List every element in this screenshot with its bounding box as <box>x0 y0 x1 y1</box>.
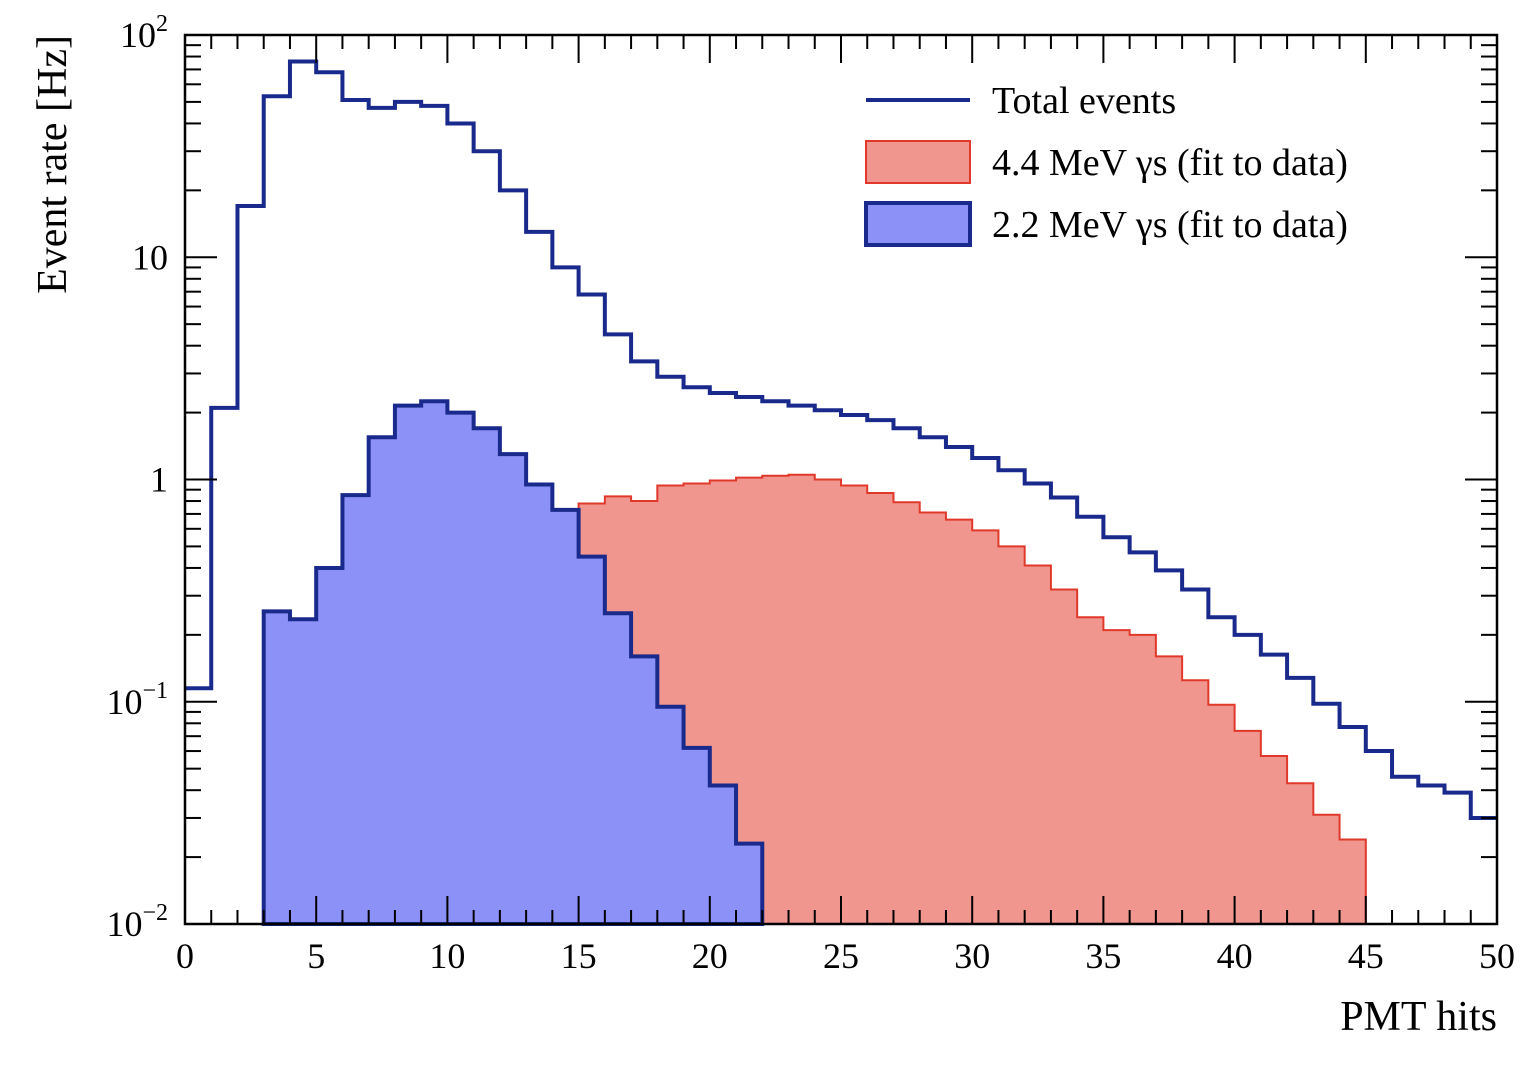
x-tick-label: 30 <box>954 936 990 976</box>
legend-label: 4.4 MeV γs (fit to data) <box>992 142 1348 184</box>
gamma-2-2-mev-histogram <box>261 399 765 926</box>
x-axis-title: PMT hits <box>1340 994 1497 1040</box>
legend-fill-swatch <box>865 140 971 184</box>
x-tick-label: 20 <box>692 936 728 976</box>
y-tick-label: 102 <box>120 11 168 55</box>
legend-gamma-2-2-mev: 2.2 MeV γs (fit to data) <box>864 201 1348 247</box>
axis-ticks <box>184 35 1498 925</box>
histogram-lines <box>185 59 1497 820</box>
x-tick-label: 40 <box>1217 936 1253 976</box>
legend-fill-swatch <box>864 201 972 247</box>
x-tick-label: 45 <box>1348 936 1384 976</box>
y-axis-title: Event rate [Hz] <box>30 35 76 294</box>
y-tick-label: 1 <box>150 460 168 500</box>
x-tick-label: 50 <box>1479 936 1515 976</box>
x-tick-label: 35 <box>1085 936 1121 976</box>
legend-label: 2.2 MeV γs (fit to data) <box>992 204 1348 246</box>
x-tick-label: 5 <box>307 936 325 976</box>
y-tick-labels: 10−2 10−1 1 10 102 <box>106 11 168 944</box>
histogram-fills <box>261 399 1367 926</box>
gamma-4-4-mev-histogram <box>577 473 1367 925</box>
legend-total-events: Total events <box>866 80 1176 122</box>
y-tick-label: 10−1 <box>106 678 168 722</box>
total-events-line <box>185 59 1497 820</box>
legend-gamma-4-4-mev: 4.4 MeV γs (fit to data) <box>865 140 1348 184</box>
x-tick-label: 0 <box>176 936 194 976</box>
x-tick-label: 15 <box>561 936 597 976</box>
y-tick-label: 10 <box>132 237 168 277</box>
x-tick-labels: 0 5 10 15 20 25 30 35 40 45 50 <box>176 936 1515 976</box>
y-tick-label: 10−2 <box>106 900 168 944</box>
x-tick-label: 25 <box>823 936 859 976</box>
x-tick-label: 10 <box>429 936 465 976</box>
legend: Total events 4.4 MeV γs (fit to data) 2.2 … <box>864 80 1348 247</box>
legend-label: Total events <box>992 80 1176 122</box>
